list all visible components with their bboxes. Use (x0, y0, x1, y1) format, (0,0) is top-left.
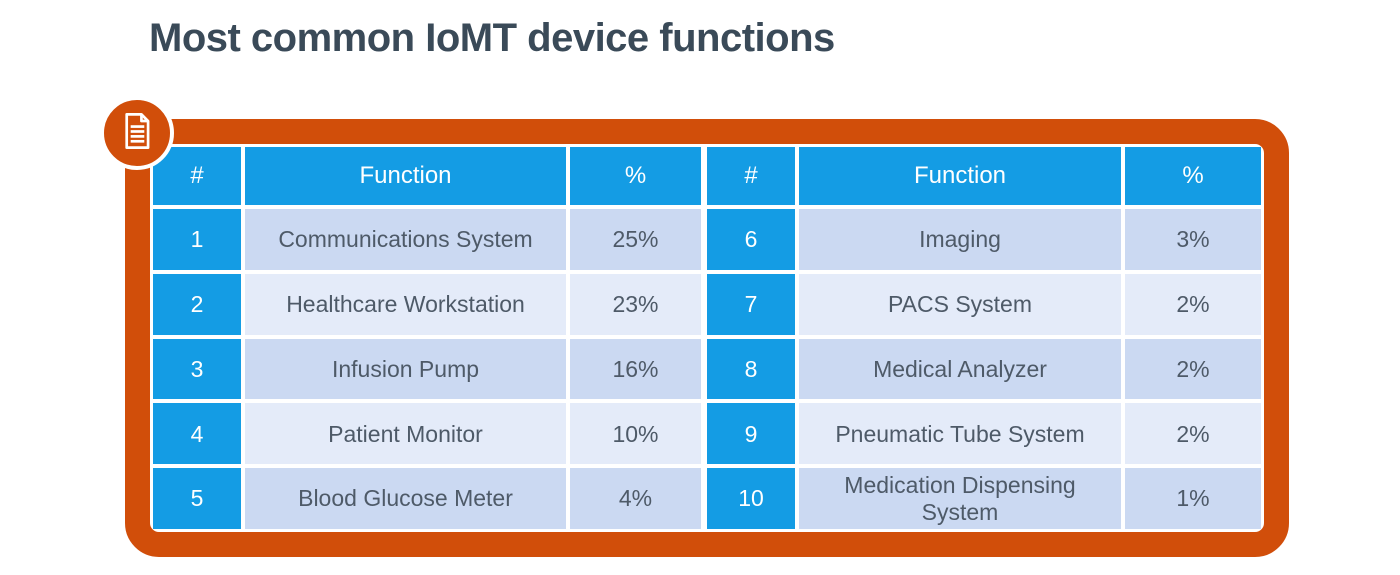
rank-cell: 1 (153, 209, 241, 270)
rank-cell: 10 (707, 468, 795, 529)
percent-cell: 4% (570, 468, 701, 529)
percent-cell: 16% (570, 338, 701, 400)
percent-column-header: % (570, 147, 701, 205)
rank-column-header: # (153, 147, 241, 205)
tables-container: # Function % 1 Communications System 25%… (153, 147, 1261, 529)
percent-cell: 2% (1125, 338, 1261, 400)
rank-cell: 8 (707, 338, 795, 400)
function-cell: Patient Monitor (245, 403, 566, 465)
function-cell: PACS System (799, 273, 1121, 335)
rank-cell: 6 (707, 209, 795, 270)
function-cell: Communications System (245, 209, 566, 270)
document-badge (100, 96, 174, 170)
rank-cell: 2 (153, 273, 241, 335)
table-frame: # Function % 1 Communications System 25%… (125, 119, 1289, 557)
device-table-ranks-6-10: # Function % 6 Imaging 3% 7 PACS System … (707, 147, 1261, 529)
function-cell: Blood Glucose Meter (245, 468, 566, 529)
rank-cell: 5 (153, 468, 241, 529)
function-cell: Healthcare Workstation (245, 273, 566, 335)
function-column-header: Function (799, 147, 1121, 205)
rank-cell: 4 (153, 403, 241, 465)
function-cell: Pneumatic Tube System (799, 403, 1121, 465)
rank-cell: 3 (153, 338, 241, 400)
function-cell: Infusion Pump (245, 338, 566, 400)
function-cell: Medical Analyzer (799, 338, 1121, 400)
percent-cell: 2% (1125, 273, 1261, 335)
page-title: Most common IoMT device functions (149, 16, 835, 60)
function-column-header: Function (245, 147, 566, 205)
rank-column-header: # (707, 147, 795, 205)
percent-column-header: % (1125, 147, 1261, 205)
function-cell: Medication Dispensing System (799, 468, 1121, 529)
document-icon (118, 110, 156, 157)
function-cell: Imaging (799, 209, 1121, 270)
rank-cell: 9 (707, 403, 795, 465)
percent-cell: 25% (570, 209, 701, 270)
percent-cell: 2% (1125, 403, 1261, 465)
rank-cell: 7 (707, 273, 795, 335)
device-table-ranks-1-5: # Function % 1 Communications System 25%… (153, 147, 701, 529)
percent-cell: 23% (570, 273, 701, 335)
percent-cell: 10% (570, 403, 701, 465)
percent-cell: 3% (1125, 209, 1261, 270)
percent-cell: 1% (1125, 468, 1261, 529)
